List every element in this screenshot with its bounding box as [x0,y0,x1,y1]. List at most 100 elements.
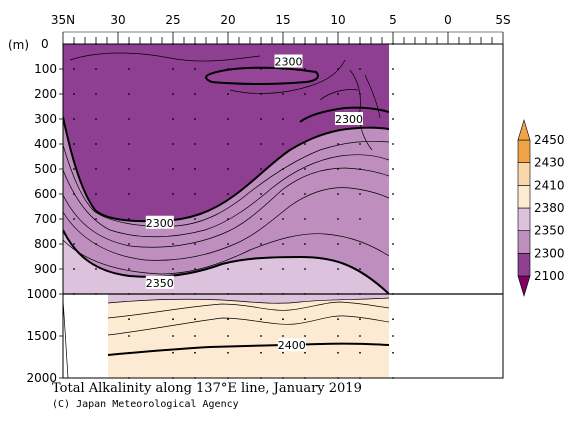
contour-label-background [145,275,174,289]
station-sample-dot [282,68,284,70]
station-sample-dot [337,193,339,195]
latitude-tick-label: 30 [110,13,125,27]
station-sample-dot [128,243,130,245]
no-data-area [63,294,108,378]
depth-tick-label: 800 [34,237,57,251]
station-sample-dot [73,118,75,120]
station-sample-dot [194,143,196,145]
station-sample-dot [359,193,361,195]
station-sample-dot [227,118,229,120]
station-sample-dot [95,268,97,270]
colorbar-segment [517,253,531,277]
station-sample-dot [227,335,229,337]
station-sample-dot [337,143,339,145]
station-sample-dot [392,318,394,321]
station-sample-dot [359,93,361,95]
contour-label-background [274,54,303,68]
colorbar-tick-label: 2450 [534,133,565,147]
latitude-tick-label: 25 [165,13,180,27]
station-sample-dot [128,68,130,70]
colorbar: 2100 2300 2350 2380 2410 2430 2450 [517,118,565,298]
latitude-tick-labels: 35N 30 25 20 15 10 5 0 5S [51,13,511,27]
station-sample-dot [128,168,130,170]
station-sample-dot [128,118,130,120]
contour-label-background [277,338,306,352]
station-sample-dot [172,168,174,170]
contour-label: 2300 [145,215,174,230]
contour-label-text: 2400 [278,339,306,352]
station-sample-dot [359,218,361,220]
station-sample-dot [260,351,262,354]
station-sample-dot [194,335,196,337]
station-sample-dot [260,68,262,70]
station-sample-dot [194,318,196,321]
station-sample-dot [194,351,196,354]
depth-axis: 100 200 300 400 500 600 700 800 900 1000 1500 2000 0 [26,37,63,385]
station-sample-dot [172,335,174,337]
station-sample-dot [73,243,75,245]
station-sample-dot [95,93,97,95]
station-sample-dot [304,93,306,95]
station-sample-dot [172,118,174,120]
station-sample-dot [260,93,262,95]
station-sample-dot [282,143,284,145]
station-sample-dot [392,193,394,195]
contour-label-background [335,112,363,125]
station-sample-dot [337,351,339,354]
station-sample-dot [304,335,306,337]
station-sample-dot [304,318,306,321]
station-sample-dot [337,93,339,95]
latitude-tick-label: 5 [389,13,397,27]
station-sample-dot [304,351,306,354]
station-sample-dot [337,335,339,337]
station-sample-dot [260,143,262,145]
station-sample-dot [227,193,229,195]
station-sample-dot [260,118,262,120]
lower-section-fill [108,294,389,378]
colorbar-high-extension [517,118,531,141]
station-sample-dot [260,243,262,245]
station-sample-dot [392,118,394,120]
station-sample-dot [282,268,284,270]
station-sample-dot [172,243,174,245]
station-sample-dot [227,268,229,270]
station-sample-dot [128,193,130,195]
station-sample-dot [337,243,339,245]
station-sample-dot [304,268,306,270]
station-sample-dot [172,318,174,321]
station-sample-dot [392,268,394,270]
station-sample-dot [359,168,361,170]
station-sample-dot [95,243,97,245]
depth-tick-label: 600 [34,187,57,201]
station-sample-dot [73,143,75,145]
contour-label-background [145,215,174,229]
station-sample-dot [392,168,394,170]
depth-tick-label: 100 [34,62,57,76]
contour-label-text: 2300 [335,113,363,126]
station-sample-dot [73,93,75,95]
station-sample-dot [392,335,394,337]
station-sample-dot [73,218,75,220]
colorbar-tick-label: 2100 [534,269,565,283]
station-sample-dot [392,243,394,245]
station-sample-dot [304,218,306,220]
colorbar-segment [517,185,531,209]
band-below-2300 [63,44,389,222]
band-2380-2410 [108,294,389,304]
station-sample-dot [128,143,130,145]
colorbar-low-extension [517,275,531,298]
station-sample-dot [359,243,361,245]
station-sample-dot [392,68,394,70]
station-sample-dot [260,168,262,170]
station-sample-dot [304,243,306,245]
station-sample-dot [227,351,229,354]
depth-tick-label: 400 [34,137,57,151]
station-sample-dot [337,268,339,270]
station-sample-dot [337,318,339,321]
station-sample-dot [73,168,75,170]
colorbar-segment [517,139,531,163]
station-sample-dot [227,168,229,170]
station-sample-dot [95,193,97,195]
station-sample-dot [282,118,284,120]
